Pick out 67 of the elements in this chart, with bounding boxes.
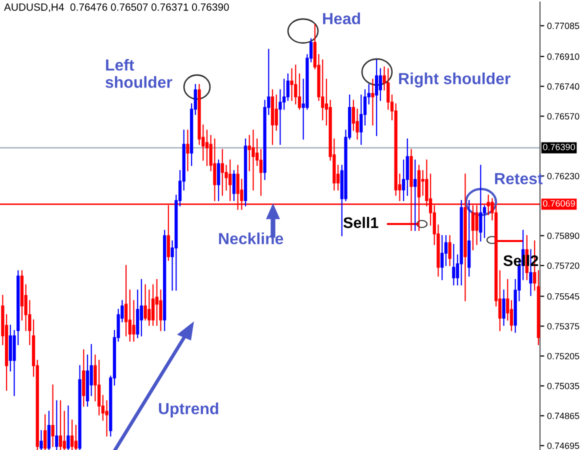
candlestick [375,59,378,136]
annotation: Head [323,12,360,24]
candlestick [55,400,58,450]
y-tick-label: 0.74695 [547,442,580,449]
candlestick [140,279,144,336]
y-tick-label: 0.76740 [547,83,580,90]
candlestick [51,384,54,448]
candlestick [402,160,406,202]
y-tick-label: 0.75545 [547,293,580,300]
annotation: Neckline [219,232,284,244]
candlestick [440,235,444,280]
candlestick [360,94,363,145]
candlestick [371,78,374,126]
y-tick-label: 0.75375 [547,323,580,330]
y-tick-label: 0.74865 [547,412,580,420]
candlestick [216,160,220,202]
candlestick [40,430,43,450]
candlestick [58,400,62,450]
y-tick-label: 0.77085 [547,22,580,30]
annotation: Uptrend [158,402,218,418]
candlestick [259,149,263,196]
candlestick [66,406,70,450]
candlestick [252,130,255,191]
candlestick [286,73,290,101]
candlestick [228,160,232,202]
y-tick-label: 0.75205 [547,352,580,360]
candlestick [128,290,132,342]
candlestick [452,244,456,286]
annotation: Right shoulder [399,72,510,88]
candlestick [186,130,190,172]
candlestick [151,284,155,326]
y-tick-label: 0.75890 [547,232,580,240]
candlestick [444,235,448,266]
candlestick [44,414,47,450]
candlestick [479,164,482,242]
candlestick [510,300,514,332]
candlestick [220,149,224,196]
candlestick [205,130,209,166]
candlestick [290,68,294,101]
y-tick-label: 0.75035 [547,382,580,390]
candlestick [378,68,382,101]
candlestick [386,68,390,110]
y-tick-label: 0.75720 [547,262,580,269]
annotation: AUDUSD,H4 0.76476 0.76507 0.76371 0.76390 [4,3,229,12]
candlestick [232,170,236,202]
candlestick [47,410,51,450]
candlestick [213,138,216,202]
candlestick [298,73,302,110]
candlestick [414,160,417,231]
candlestick [502,290,506,326]
y-tick-label: 0.76910 [547,53,580,60]
candlestick [132,300,136,342]
ref-line-label: 0.76069 [543,200,575,207]
candlestick [482,205,486,238]
candlestick [294,64,298,104]
candlestick [406,138,409,196]
annotation: Left shoulder [106,58,172,88]
y-tick-label: 0.76230 [547,172,580,180]
annotation: Sell1 [343,216,378,228]
candlestick [448,235,452,266]
candlestick [70,420,74,450]
y-tick-label: 0.76570 [547,113,580,120]
candlestick [274,94,278,131]
candlestick [62,410,66,450]
candlestick [124,264,128,336]
ref-line-label: 0.76390 [543,144,575,150]
candlestick [74,424,78,450]
